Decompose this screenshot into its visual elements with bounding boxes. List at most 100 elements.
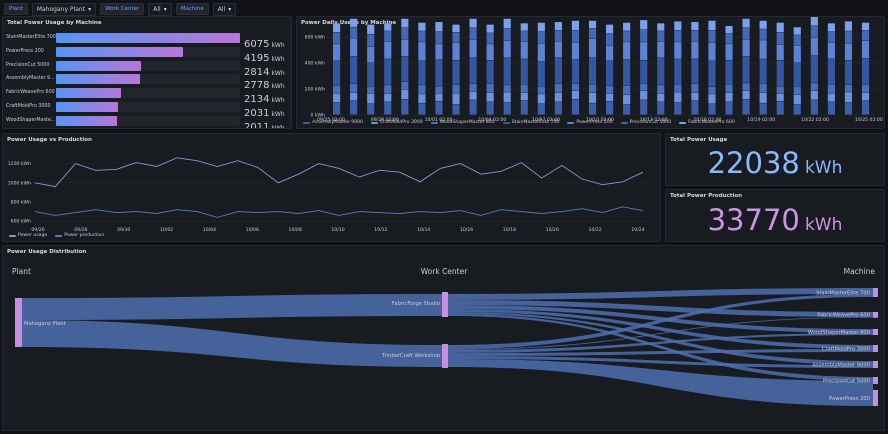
daily-bar-segment	[554, 30, 562, 42]
usage-vs-production-panel[interactable]: Power Usage vs Production 1200 kWh 1000 k…	[2, 133, 661, 242]
total-production-panel[interactable]: Total Power Production 33770 kWh	[665, 189, 885, 242]
legend-item[interactable]: WoodShaperMaster 800	[430, 120, 495, 125]
daily-bar-segment	[554, 102, 562, 115]
daily-bar-segment	[742, 18, 750, 28]
daily-bar-segment	[827, 42, 835, 59]
daily-bar-segment	[469, 100, 477, 115]
panel-title: Total Power Usage by Machine	[7, 20, 102, 26]
sankey-node-machine	[873, 377, 878, 384]
machine-filter-select[interactable]: All ▾	[212, 2, 237, 16]
daily-bar-segment	[367, 103, 375, 115]
usage-chart-legend: Power usage Power production	[9, 233, 104, 238]
sankey-node-machine	[873, 312, 878, 318]
legend-item[interactable]: PrecisionCut 5000	[620, 120, 672, 125]
sankey-machine-label: WoodShaperMaster 800	[808, 330, 870, 336]
daily-bar-segment	[537, 61, 545, 86]
power-distribution-panel[interactable]: Power Usage Distribution Plant Work Cente…	[2, 245, 885, 431]
legend-item[interactable]: Power production	[55, 233, 104, 238]
bar-gauge-label: StainMasterElite 700	[6, 35, 56, 40]
bar-gauge-label: AssemblyMaster 9...	[6, 76, 55, 82]
daily-bar-segment	[810, 90, 818, 100]
daily-bar-segment	[861, 100, 870, 115]
daily-bar-segment	[708, 30, 716, 43]
legend-label: AssemblyMaster 9000	[312, 120, 363, 125]
daily-bar-segment	[350, 27, 358, 38]
legend-label: WoodShaperMaster 800	[439, 120, 495, 125]
x-tick-label: 10/24	[631, 227, 644, 233]
daily-bar-segment	[657, 93, 665, 102]
daily-bar-segment	[657, 31, 665, 42]
daily-bar-segment	[759, 29, 767, 40]
legend-item[interactable]: FabricWeavePro 600	[679, 120, 735, 125]
x-tick-label: 10/22 02:00	[801, 117, 829, 123]
legend-swatch	[502, 121, 510, 124]
daily-bar-segment	[486, 44, 494, 60]
total-usage-stat: 22038 kWh	[666, 146, 884, 180]
x-tick-label: 10/16 02:00	[693, 117, 721, 123]
daily-bar-segment	[623, 94, 631, 105]
x-tick-label: 09/28	[74, 227, 87, 233]
daily-bar-segment	[350, 38, 358, 57]
daily-bar-segment	[401, 39, 409, 57]
daily-bar-segment	[435, 93, 443, 101]
daily-bar-segment	[861, 84, 870, 93]
legend-label: PowerPress 200	[576, 120, 613, 125]
sankey-machine-label: CraftMoldPro 3000	[822, 346, 870, 352]
daily-bar-segment	[691, 83, 699, 93]
y-tick-label: 1000 kWh	[8, 180, 31, 186]
daily-bar-segment	[810, 100, 818, 115]
daily-bar-segment	[503, 57, 511, 85]
usage-line	[34, 157, 644, 188]
sankey-flow	[448, 312, 873, 365]
daily-bar-segment	[486, 92, 494, 102]
machine-filter-value: All	[217, 5, 226, 13]
daily-bar-segment	[861, 40, 870, 59]
daily-bar-segment	[708, 103, 716, 115]
legend-item[interactable]: CraftMoldPro 3000	[370, 120, 423, 125]
daily-bar-segment	[725, 33, 733, 44]
legend-item[interactable]: StainMasterElite 700	[502, 120, 559, 125]
x-tick-label: 10/25 02:00	[855, 117, 883, 123]
daily-bar-segment	[486, 102, 494, 115]
daily-bar-segment	[742, 39, 750, 57]
daily-bar-segment	[537, 31, 545, 44]
bar-gauge-unit: kWh	[271, 111, 285, 118]
machine-filter-label: Machine	[175, 3, 209, 15]
y-tick-label: 1200 kWh	[8, 161, 31, 167]
daily-bar-segment	[606, 61, 614, 86]
daily-bar-segment	[384, 85, 392, 94]
legend-label: PrecisionCut 5000	[629, 120, 672, 125]
bar-gauge-panel[interactable]: Total Power Usage by Machine StainMaster…	[2, 16, 292, 129]
panel-title: Power Daily Usage by Machine	[301, 20, 397, 26]
daily-usage-panel[interactable]: Power Daily Usage by Machine 600 kWh 400 …	[296, 16, 885, 129]
daily-bar-segment	[469, 83, 477, 92]
daily-bar-segment	[708, 42, 716, 61]
daily-bar-segment	[640, 42, 648, 60]
y-tick-label: 600 kWh	[11, 219, 31, 225]
daily-bar-segment	[520, 84, 528, 93]
legend-swatch	[55, 234, 63, 237]
daily-bar-segment	[606, 33, 614, 46]
y-tick-label: 800 kWh	[11, 200, 31, 206]
daily-bar-segment	[520, 92, 528, 101]
x-tick-label: 10/12	[374, 227, 387, 233]
plant-filter-select[interactable]: Mahogany Plant ▾	[31, 2, 97, 16]
sankey-flow	[448, 309, 873, 349]
daily-bar-segment	[333, 93, 341, 103]
bar-gauge-track	[56, 74, 240, 85]
legend-item[interactable]: PowerPress 200	[567, 120, 613, 125]
total-usage-panel[interactable]: Total Power Usage 22038 kWh	[665, 133, 885, 186]
daily-bar-segment	[554, 22, 562, 31]
daily-bar-segment	[435, 101, 443, 115]
daily-bar-segment	[537, 43, 545, 62]
plant-filter-label: Plant	[4, 3, 28, 15]
daily-bar-segment	[844, 92, 853, 103]
legend-label: FabricWeavePro 600	[688, 120, 735, 125]
legend-item[interactable]: Power usage	[9, 233, 47, 238]
daily-bar-segment	[708, 61, 716, 87]
work-center-filter-select[interactable]: All ▾	[148, 2, 172, 16]
daily-bar-segment	[401, 27, 409, 40]
total-production-value: 33770	[707, 203, 800, 237]
bar-gauge-fill	[56, 115, 117, 126]
legend-item[interactable]: AssemblyMaster 9000	[303, 120, 363, 125]
